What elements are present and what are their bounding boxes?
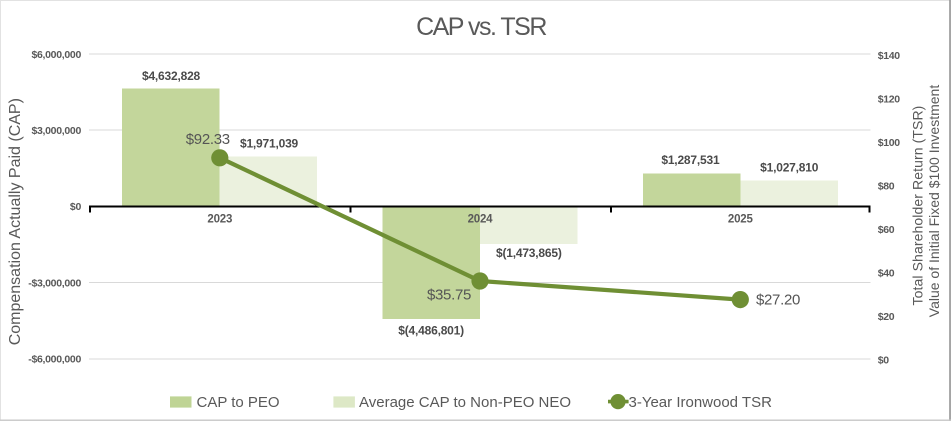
svg-text:$1,287,531: $1,287,531 [661, 153, 720, 167]
svg-text:$80: $80 [878, 181, 895, 193]
svg-text:CAP vs. TSR: CAP vs. TSR [416, 13, 546, 41]
svg-text:Value of Initial Fixed $100 In: Value of Initial Fixed $100 Investment [926, 85, 942, 318]
svg-text:$35.75: $35.75 [427, 286, 471, 303]
svg-text:2024: 2024 [468, 213, 494, 225]
svg-text:$120: $120 [878, 93, 901, 105]
svg-text:$4,632,828: $4,632,828 [142, 69, 201, 83]
svg-text:CAP to PEO: CAP to PEO [197, 394, 280, 411]
svg-text:$6,000,000: $6,000,000 [31, 49, 81, 61]
svg-text:2023: 2023 [207, 213, 232, 225]
svg-text:$20: $20 [878, 311, 895, 323]
svg-text:$0: $0 [878, 355, 890, 367]
svg-text:$92.33: $92.33 [186, 131, 230, 148]
svg-text:2025: 2025 [728, 213, 754, 225]
svg-text:$3,000,000: $3,000,000 [31, 125, 81, 137]
svg-text:3-Year Ironwood TSR: 3-Year Ironwood TSR [629, 394, 773, 411]
svg-text:$60: $60 [878, 224, 895, 236]
svg-text:$40: $40 [878, 268, 895, 280]
svg-text:$140: $140 [878, 50, 901, 62]
svg-text:Average CAP to Non-PEO NEO: Average CAP to Non-PEO NEO [359, 394, 571, 411]
svg-text:Total Shareholder Return (TSR): Total Shareholder Return (TSR) [910, 106, 926, 306]
svg-text:$27.20: $27.20 [756, 292, 800, 309]
svg-text:$100: $100 [878, 137, 901, 149]
svg-text:$0: $0 [70, 201, 82, 213]
svg-text:$(1,473,865): $(1,473,865) [496, 246, 562, 260]
svg-text:$1,971,039: $1,971,039 [240, 137, 299, 151]
svg-text:$(4,486,801): $(4,486,801) [398, 324, 464, 338]
svg-text:$1,027,810: $1,027,810 [760, 161, 819, 175]
svg-text:-$3,000,000: -$3,000,000 [28, 277, 81, 289]
svg-text:-$6,000,000: -$6,000,000 [28, 354, 81, 366]
svg-text:Compensation Actually Paid (CA: Compensation Actually Paid (CAP) [7, 98, 24, 345]
